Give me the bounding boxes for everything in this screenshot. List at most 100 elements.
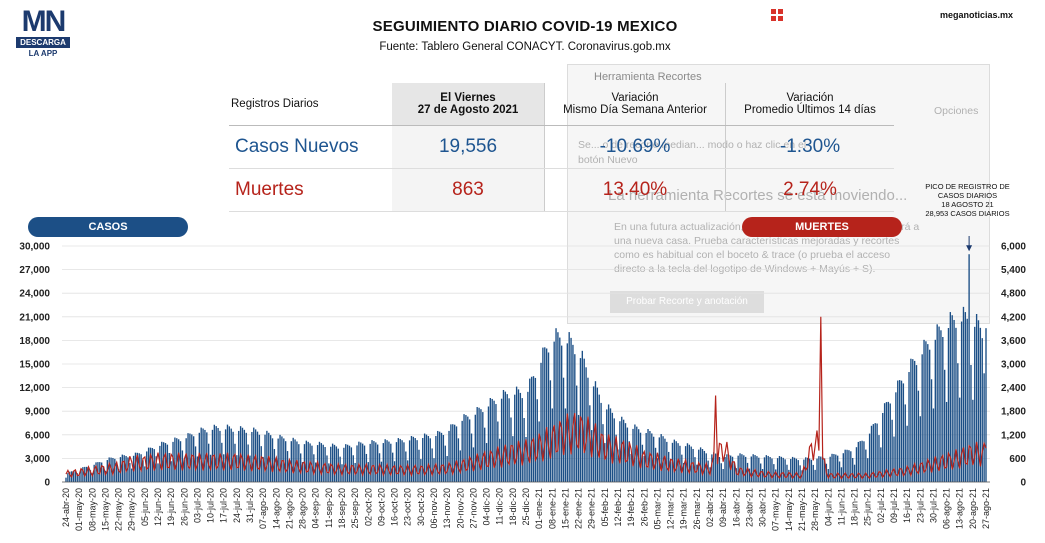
case-bar [491,398,493,482]
x-tick-label: 05-mar-21 [652,488,662,530]
case-bar [459,450,461,482]
case-bar [820,456,822,482]
case-bar [852,457,854,482]
case-bar [857,441,860,482]
case-bar [630,453,632,482]
case-bar [112,457,114,482]
try-snip-button[interactable]: Probar Recorte y anotación [610,291,764,313]
case-bar [902,383,905,482]
case-bar [923,339,925,482]
case-bar [176,438,178,482]
x-tick-label: 09-abr-21 [718,488,728,527]
x-tick-label: 02-abr-21 [705,488,715,527]
case-bar [215,426,217,482]
left-tick-label: 21,000 [19,312,50,323]
case-bar [791,456,794,482]
case-bar [452,424,454,482]
case-bar [647,429,649,482]
case-bar [281,436,283,482]
case-bar [249,455,251,482]
case-bar [504,391,507,482]
overlay-text-4: una nueva casa. Prueba características m… [614,235,900,247]
case-bar [683,462,685,482]
case-bar [465,415,467,482]
case-bar [981,338,983,482]
peak-arrow-head [966,245,973,252]
case-bar [893,436,895,482]
case-bar [363,445,366,482]
case-bar [333,444,336,482]
x-tick-label: 23-oct-20 [403,488,413,526]
case-bar [457,438,460,482]
right-tick-label: 3,000 [1001,360,1026,371]
case-bar [262,456,264,482]
case-bar [376,444,379,482]
right-tick-label: 4,200 [1001,312,1026,323]
meganoticias-logo[interactable]: MN DESCARGA LA APP [16,7,70,60]
x-tick-label: 15-ene-21 [560,488,570,529]
case-bar [835,454,837,482]
case-bar [838,461,841,482]
case-bar [868,433,871,482]
case-bar [793,457,796,482]
case-bar [423,433,426,482]
case-bar [880,447,882,482]
case-bar [784,459,786,482]
case-bar [371,440,373,482]
case-bar [131,468,133,482]
x-tick-label: 02-oct-20 [363,488,373,526]
header-registros: Registros Diarios [229,83,392,126]
case-bar [275,459,277,482]
case-bar [960,321,963,482]
case-bar [711,454,713,482]
case-bar [945,401,948,482]
case-bar [714,453,717,482]
x-tick-label: 28-may-21 [810,488,820,531]
case-bar [643,456,645,482]
case-bar [878,435,880,482]
brand-label: meganoticias.mx [939,10,1013,20]
case-bar [228,426,231,482]
case-bar [472,447,475,482]
case-bar [790,458,792,482]
app-grid-icon[interactable] [771,9,783,21]
case-bar [474,414,476,482]
case-bar [438,431,441,482]
x-tick-label: 05-jun-20 [140,488,150,526]
options-button[interactable]: Opciones [934,105,979,117]
case-bar [236,455,238,482]
x-tick-label: 09-oct-20 [376,488,386,526]
case-bar [660,434,662,482]
case-bar [812,464,814,482]
case-bar [100,462,103,482]
case-bar [799,465,801,482]
case-bar [769,456,771,482]
case-bar [416,440,418,482]
case-bar [335,446,338,482]
case-bar [470,433,473,482]
case-bar [102,466,105,482]
case-bar [517,389,520,482]
case-bar [461,420,463,482]
case-bar [925,341,927,482]
case-bar [897,380,899,482]
x-tick-label: 23-jul-21 [915,488,925,523]
case-bar [968,254,970,482]
case-bar [974,326,976,482]
left-tick-label: 3,000 [25,454,50,465]
left-tick-label: 0 [44,478,50,489]
x-tick-label: 13-ago-21 [955,488,965,529]
case-bar [243,429,246,482]
x-tick-label: 04-jun-21 [823,488,833,526]
x-tick-label: 23-abr-21 [744,488,754,527]
left-tick-label: 6,000 [25,430,50,441]
x-tick-label: 21-may-21 [797,488,807,531]
case-bar [589,405,591,482]
left-tick-label: 27,000 [19,265,50,276]
case-bar [744,456,747,482]
x-tick-label: 10-jul-20 [206,488,216,523]
case-bar [204,429,206,482]
case-bar [544,347,546,482]
x-tick-label: 13-nov-20 [442,488,452,529]
x-tick-label: 27-nov-20 [468,488,478,529]
